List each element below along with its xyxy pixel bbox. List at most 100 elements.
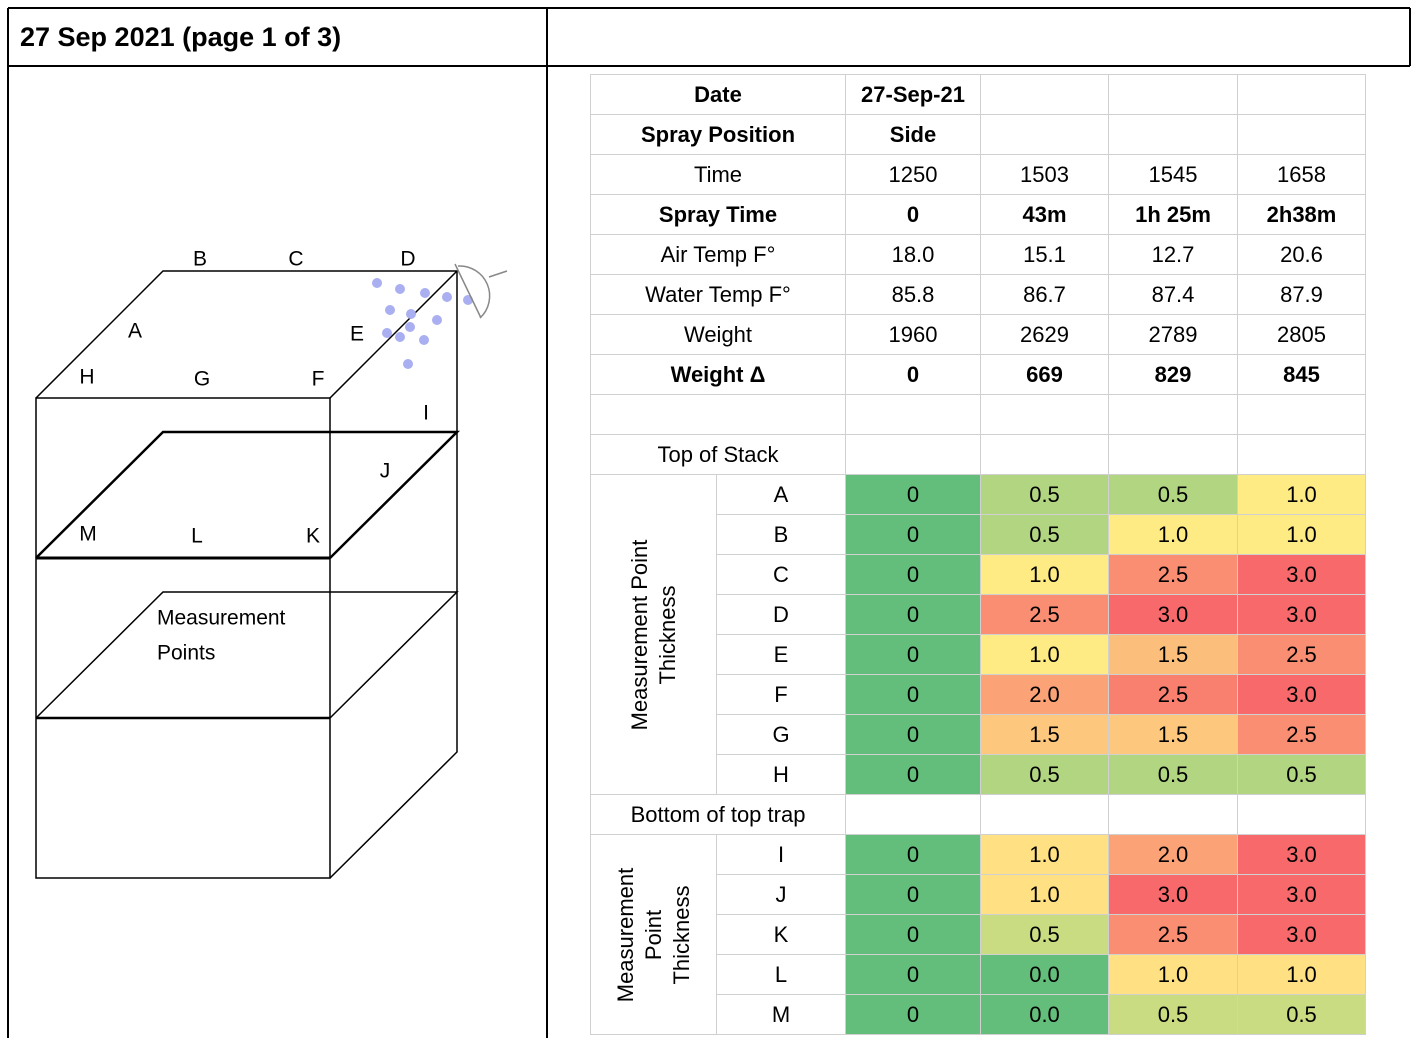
thickness-cell: 2.0 — [980, 674, 1109, 715]
table-cell — [1237, 434, 1366, 475]
thickness-cell: 0.5 — [1237, 994, 1366, 1035]
thickness-cell: 3.0 — [1237, 834, 1366, 875]
table-cell: 845 — [1237, 354, 1366, 395]
thickness-cell: 0 — [845, 914, 981, 955]
table-cell — [980, 434, 1109, 475]
table-cell: 0 — [845, 354, 981, 395]
thickness-cell: 0.0 — [980, 954, 1109, 995]
thickness-cell: 0 — [845, 834, 981, 875]
point-label: L — [716, 954, 846, 995]
table-cell — [980, 114, 1109, 155]
thickness-cell: 1.5 — [1108, 634, 1238, 675]
thickness-cell: 1.0 — [1108, 954, 1238, 995]
table-cell — [1237, 74, 1366, 115]
thickness-cell: 2.0 — [1108, 834, 1238, 875]
point-label: B — [716, 514, 846, 555]
table-cell: 85.8 — [845, 274, 981, 315]
point-label: G — [716, 714, 846, 755]
thickness-cell: 0 — [845, 594, 981, 635]
table-cell: 2805 — [1237, 314, 1366, 355]
point-label: M — [716, 994, 846, 1035]
table-cell — [1237, 394, 1366, 435]
thickness-cell: 0 — [845, 674, 981, 715]
spray-dots — [372, 278, 473, 369]
point-label: L — [191, 525, 203, 548]
table-cell: 669 — [980, 354, 1109, 395]
table-cell — [1237, 114, 1366, 155]
thickness-cell: 0 — [845, 994, 981, 1035]
thickness-cell: 3.0 — [1237, 914, 1366, 955]
point-label: M — [79, 523, 97, 546]
table-cell — [980, 394, 1109, 435]
thickness-cell: 0.5 — [1108, 754, 1238, 795]
table-cell: 2629 — [980, 314, 1109, 355]
row-label: Time — [590, 154, 846, 195]
table-cell: 18.0 — [845, 234, 981, 275]
thickness-cell: 3.0 — [1237, 594, 1366, 635]
thickness-cell: 0 — [845, 554, 981, 595]
thickness-cell: 0.5 — [980, 474, 1109, 515]
point-label: A — [716, 474, 846, 515]
table-cell: 1545 — [1108, 154, 1238, 195]
point-label: J — [380, 460, 391, 483]
table-cell — [845, 794, 981, 835]
side-label: Measurement Point Thickness — [590, 474, 717, 795]
table-cell — [845, 394, 981, 435]
thickness-cell: 1.0 — [980, 634, 1109, 675]
table-cell: 86.7 — [980, 274, 1109, 315]
point-label: K — [306, 525, 320, 548]
table-cell — [1108, 394, 1238, 435]
side-label-line: Point — [640, 909, 666, 960]
thickness-cell: 3.0 — [1237, 554, 1366, 595]
point-label: B — [193, 248, 207, 271]
section-title: Bottom of top trap — [590, 794, 846, 835]
row-label: Spray Time — [590, 194, 846, 235]
thickness-cell: 1.5 — [1108, 714, 1238, 755]
side-label-text: Measurement Point Thickness — [626, 539, 682, 730]
thickness-cell: 0 — [845, 874, 981, 915]
thickness-cell: 1.0 — [980, 554, 1109, 595]
thickness-cell: 0.5 — [1237, 754, 1366, 795]
point-label: C — [716, 554, 846, 595]
thickness-cell: 3.0 — [1108, 874, 1238, 915]
thickness-cell: 1.0 — [1237, 514, 1366, 555]
diagram-caption: Measurement — [157, 607, 286, 630]
point-label: F — [312, 368, 325, 391]
point-label: D — [400, 248, 415, 271]
table-cell — [845, 434, 981, 475]
table-cell: 0 — [845, 194, 981, 235]
box-drawing — [35, 270, 461, 879]
thickness-cell: 0.5 — [980, 754, 1109, 795]
thickness-cell: 0.5 — [1108, 994, 1238, 1035]
table-cell — [590, 394, 846, 435]
side-label-line: Thickness — [668, 884, 694, 985]
row-label: Water Temp F° — [590, 274, 846, 315]
table-cell: 1960 — [845, 314, 981, 355]
thickness-cell: 2.5 — [980, 594, 1109, 635]
thickness-cell: 1.0 — [980, 834, 1109, 875]
row-label: Air Temp F° — [590, 234, 846, 275]
table-cell — [1108, 434, 1238, 475]
row-label: Date — [590, 74, 846, 115]
table-cell — [980, 794, 1109, 835]
table-cell: 2h38m — [1237, 194, 1366, 235]
side-label: Measurement Point Thickness — [590, 834, 717, 1035]
table-cell: 1250 — [845, 154, 981, 195]
table-cell — [1237, 794, 1366, 835]
row-label: Weight Δ — [590, 354, 846, 395]
point-label: K — [716, 914, 846, 955]
side-label-line: Measurement — [612, 867, 638, 1002]
thickness-cell: 1.0 — [980, 874, 1109, 915]
table-cell — [1108, 114, 1238, 155]
point-label: G — [194, 368, 210, 391]
thickness-cell: 2.5 — [1108, 914, 1238, 955]
point-label: E — [350, 323, 364, 346]
point-label: D — [716, 594, 846, 635]
table-cell: 27-Sep-21 — [845, 74, 981, 115]
table-cell: 43m — [980, 194, 1109, 235]
side-label-line: Thickness — [654, 584, 680, 685]
point-label: A — [128, 320, 142, 343]
table-cell: 829 — [1108, 354, 1238, 395]
point-label: H — [716, 754, 846, 795]
